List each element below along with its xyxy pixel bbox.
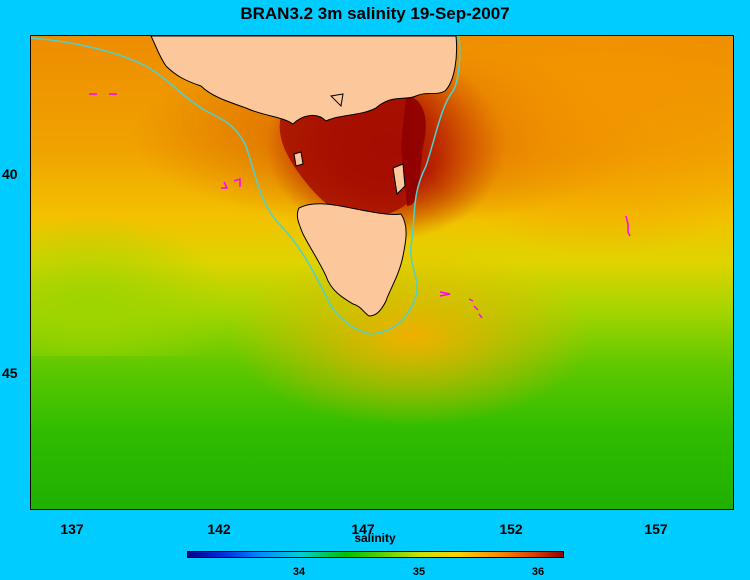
shelf-contour-line	[31, 36, 461, 335]
colorbar-tick-label: 35	[412, 566, 426, 578]
east-coast-plume	[401, 96, 426, 206]
y-tick-label: 40	[2, 166, 18, 182]
x-tick-label: 157	[644, 521, 668, 537]
ocean-salinity-west	[31, 156, 291, 356]
salinity-map	[30, 35, 734, 510]
y-tick-label: 45	[2, 365, 18, 381]
x-tick-label: 137	[60, 521, 84, 537]
x-tick-label: 142	[207, 521, 231, 537]
colorbar-tick-label: 36	[531, 566, 545, 578]
x-tick-label: 147	[351, 521, 375, 537]
magenta-markers	[89, 93, 631, 319]
flinders-island	[392, 163, 406, 196]
king-island	[293, 151, 304, 167]
chart-title: BRAN3.2 3m salinity 19-Sep-2007	[240, 4, 510, 23]
small-island	[329, 93, 344, 108]
colorbar-title: salinity	[354, 531, 396, 545]
salinity-colorbar	[187, 551, 564, 558]
tasmania-land	[296, 203, 407, 317]
map-overlay	[31, 36, 631, 335]
bass-strait-plume	[279, 90, 416, 218]
mainland-land	[150, 36, 458, 125]
x-tick-label: 152	[499, 521, 523, 537]
colorbar-tick-label: 34	[292, 566, 306, 578]
